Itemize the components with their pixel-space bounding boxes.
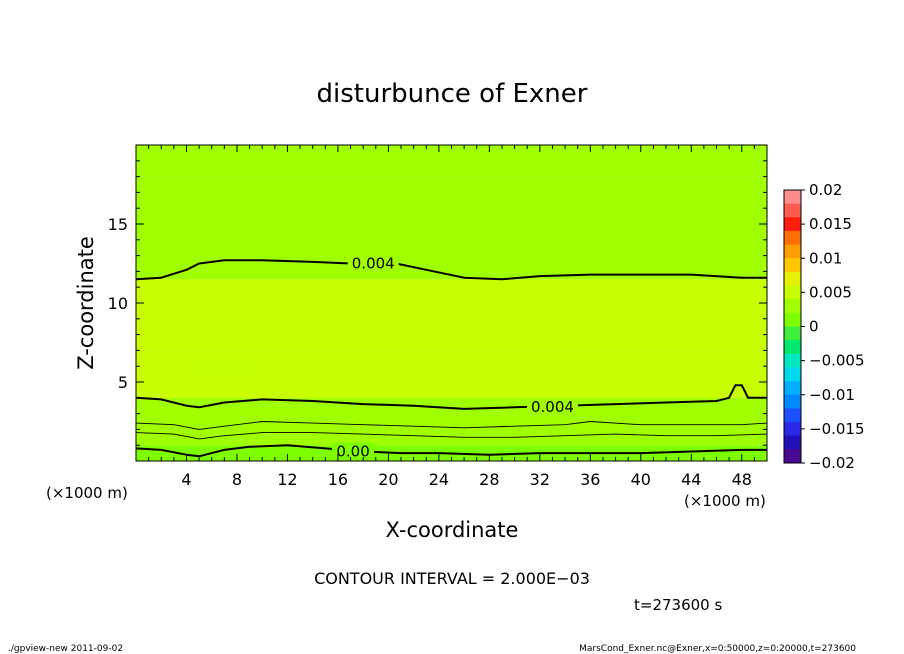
x-tick-label: 20 — [378, 470, 398, 489]
x-tick-label: 44 — [681, 470, 701, 489]
colorbar-tick-label: 0.005 — [809, 283, 852, 301]
colorbar-tick-label: −0.02 — [809, 454, 855, 472]
colorbar-swatch-18 — [784, 435, 801, 450]
x-tick-label: 40 — [631, 470, 651, 489]
colorbar-swatch-3 — [784, 230, 801, 245]
colorbar-tick-label: 0.01 — [809, 249, 842, 267]
y-axis-label: Z-coordinate — [74, 236, 98, 370]
colorbar-swatch-19 — [784, 449, 801, 464]
contour-label-0: 0.004 — [352, 255, 395, 273]
contour-label-bg-4 — [332, 442, 375, 458]
contour-line-2 — [135, 421, 768, 430]
colorbar-tick-label: 0.015 — [809, 215, 852, 233]
colorbar-swatch-16 — [784, 408, 801, 423]
x-tick-label: 28 — [479, 470, 499, 489]
x-tick-label: 24 — [429, 470, 449, 489]
y-tick-label: 15 — [108, 215, 128, 234]
colorbar-swatch-7 — [784, 285, 801, 300]
plot-area — [135, 144, 768, 462]
contour-interval-note: CONTOUR INTERVAL = 2.000E−03 — [314, 569, 590, 588]
chart-title: disturbunce of Exner — [317, 79, 588, 109]
x-tick-label: 36 — [580, 470, 600, 489]
contour-label-4: 0.00 — [336, 443, 369, 461]
contour-line-4 — [135, 444, 767, 458]
contour-band-2 — [136, 382, 767, 398]
colorbar-swatch-11 — [784, 340, 801, 355]
y-axis: 5 10 15 — [108, 144, 767, 462]
colorbar-swatch-15 — [784, 394, 801, 409]
colorbar-tick-label: −0.005 — [809, 352, 865, 370]
x-tick-label: 16 — [328, 470, 348, 489]
footer-left: ./gpview-new 2011-09-02 — [8, 644, 123, 654]
x-tick-label: 12 — [277, 470, 297, 489]
y-tick-label: 10 — [108, 294, 128, 313]
contour-band-6 — [136, 145, 767, 177]
colorbar-swatch-8 — [784, 299, 801, 314]
x-tick-label: 32 — [530, 470, 550, 489]
highlight-patch-0 — [186, 357, 263, 382]
x-tick-label: 4 — [181, 470, 191, 489]
contour-label-1: 0.004 — [531, 398, 574, 416]
contour-label-bg-1 — [526, 398, 578, 414]
highlight-patch-1 — [394, 355, 635, 380]
colorbar-swatch-13 — [784, 367, 801, 382]
colorbar-swatch-12 — [784, 353, 801, 368]
footer-right: MarsCond_Exner.nc@Exner,x=0:50000,z=0:20… — [579, 644, 856, 654]
colorbar-swatch-9 — [784, 312, 801, 327]
contour-line-1 — [135, 384, 767, 410]
contour-lines: 0.004 0.004 0.00 — [135, 254, 768, 461]
colorbar-tick-label: −0.015 — [809, 420, 865, 438]
contour-band-4 — [136, 279, 767, 351]
x-axis-unit: (×1000 m) — [46, 484, 128, 502]
contour-band-1 — [136, 397, 767, 446]
z-axis-unit: (×1000 m) — [684, 492, 766, 510]
contour-label-bg-0 — [347, 254, 399, 270]
colorbar-tick-label: 0 — [809, 318, 819, 336]
colorbar-swatch-4 — [784, 244, 801, 259]
colorbar: 0.02 0.015 0.01 0.005 0 −0.005 −0.01 −0.015 −0.0… — [783, 181, 865, 472]
colorbar-swatch-2 — [784, 217, 801, 232]
x-tick-label: 48 — [732, 470, 752, 489]
contour-line-0 — [135, 259, 767, 281]
x-axis: 4 8 12 16 20 24 28 32 36 40 44 48 — [135, 145, 768, 489]
colorbar-swatch-17 — [784, 422, 801, 436]
colorbar-swatch-1 — [784, 203, 801, 218]
y-tick-label: 5 — [118, 373, 128, 392]
time-label: t=273600 s — [634, 596, 722, 614]
contour-line-3 — [135, 432, 768, 440]
colorbar-swatch-10 — [784, 326, 801, 341]
colorbar-tick-label: 0.02 — [809, 181, 842, 199]
x-axis-label: X-coordinate — [386, 518, 519, 542]
colorbar-swatch-14 — [784, 381, 801, 396]
contour-band-5 — [136, 176, 767, 280]
colorbar-swatch-5 — [784, 258, 801, 273]
highlight-patch-2 — [734, 348, 763, 369]
colorbar-swatch-6 — [784, 271, 801, 286]
colorbar-tick-label: −0.01 — [809, 386, 855, 404]
colorbar-swatch-0 — [784, 190, 801, 204]
x-tick-label: 8 — [232, 470, 242, 489]
